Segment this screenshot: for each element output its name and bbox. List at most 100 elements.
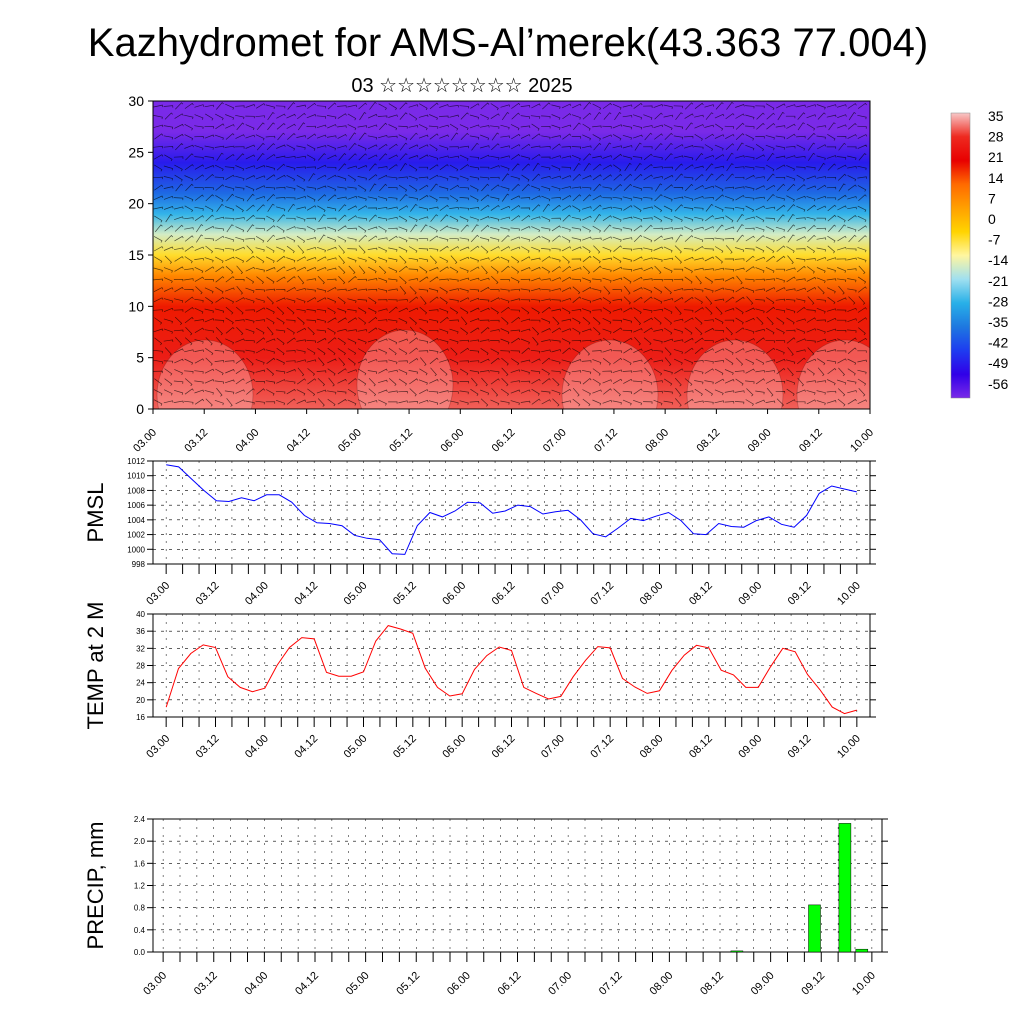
x-tick-label: 09.12 <box>786 733 814 761</box>
panel-frame <box>152 460 871 565</box>
x-tick-label: 03.00 <box>131 427 159 455</box>
colorbar-label: 28 <box>988 129 1004 145</box>
x-tick-label: 05.00 <box>342 733 370 761</box>
chart-title: Kazhydromet for AMS-Al’merek(43.363 77.0… <box>88 21 928 65</box>
colorbar-label: -42 <box>988 335 1008 351</box>
x-tick-label: 05.12 <box>391 580 419 608</box>
precip-bar <box>730 950 744 953</box>
y-tick-label: 0.0 <box>134 948 146 957</box>
colorbar-label: -14 <box>988 252 1008 268</box>
colorbar-label: -49 <box>988 355 1008 371</box>
colorbar: 35 28 21 14 7 0 -7 -14 -21 -28 -35 -42 -49 -56 <box>950 108 1008 399</box>
y-tick-label: 1010 <box>127 472 145 481</box>
y-axis-label: PRECIP, mm <box>83 822 108 950</box>
x-tick-label: 06.12 <box>490 427 518 455</box>
y-tick-label: 1002 <box>127 531 145 540</box>
x-tick-label: 05.12 <box>394 970 422 998</box>
chart-subtitle: 03 ☆☆☆☆☆☆☆☆ 2025 <box>351 75 572 97</box>
series-line <box>166 464 857 555</box>
x-tick-label: 03.00 <box>144 733 172 761</box>
x-tick-label: 06.12 <box>490 580 518 608</box>
x-tick-label: 05.12 <box>391 733 419 761</box>
x-tick-label: 07.00 <box>539 733 567 761</box>
y-tick-label: 0 <box>136 401 144 417</box>
y-axis-label: PMSL <box>83 483 108 543</box>
x-tick-label: 09.00 <box>736 733 764 761</box>
x-tick-label: 08.12 <box>687 580 715 608</box>
colorbar-label: -21 <box>988 273 1008 289</box>
x-tick-label: 10.00 <box>835 733 863 761</box>
x-tick-label: 04.00 <box>243 733 271 761</box>
x-tick-label: 06.00 <box>440 733 468 761</box>
colorbar-label: -56 <box>988 376 1008 392</box>
y-axis-label: TEMP at 2 M <box>83 602 108 730</box>
x-tick-label: 03.12 <box>192 970 220 998</box>
y-tick-label: 20 <box>136 696 145 705</box>
x-tick-label: 03.00 <box>141 970 169 998</box>
x-tick-label: 09.00 <box>749 970 777 998</box>
panel-pmsl: 998 1000 1002 1004 1006 1008 1010 1012 03.00 03.1… <box>83 457 876 608</box>
x-tick-label: 08.00 <box>648 970 676 998</box>
panel-precip-mm: 0.0 0.4 0.8 1.2 1.6 2.0 2.4 03.00 03.12 04.00 04.1… <box>83 815 888 998</box>
x-tick-label: 06.00 <box>438 427 466 455</box>
x-tick-label: 07.00 <box>541 427 569 455</box>
x-tick-label: 09.00 <box>736 580 764 608</box>
x-tick-label: 10.00 <box>835 580 863 608</box>
wind-barbs <box>153 101 868 407</box>
x-tick-label: 09.12 <box>786 580 814 608</box>
y-tick-label: 1000 <box>127 545 145 554</box>
y-tick-label: 0.4 <box>134 926 146 935</box>
x-tick-label: 06.00 <box>445 970 473 998</box>
cross-section-field <box>153 101 870 409</box>
series-line <box>165 625 857 715</box>
y-tick-label: 24 <box>136 679 145 688</box>
x-tick-label: 03.12 <box>194 733 222 761</box>
x-tick-label: 07.12 <box>588 580 616 608</box>
y-tick-label: 2.4 <box>134 815 146 824</box>
x-tick-label: 03.12 <box>194 580 222 608</box>
x-tick-label: 04.00 <box>243 970 271 998</box>
y-tick-label: 1.2 <box>134 882 146 891</box>
y-tick-label: 25 <box>128 144 144 160</box>
precip-bar <box>808 904 821 953</box>
x-tick-label: 05.12 <box>387 427 415 455</box>
y-tick-label: 20 <box>128 196 144 212</box>
colorbar-label: 0 <box>988 211 996 227</box>
x-tick-label: 07.12 <box>592 427 620 455</box>
y-tick-label: 5 <box>136 350 144 366</box>
y-tick-label: 28 <box>136 662 145 671</box>
y-tick-label: 15 <box>128 247 144 263</box>
y-tick-label: 1006 <box>127 501 145 510</box>
colorbar-label: 35 <box>988 108 1004 124</box>
x-tick-label: 09.00 <box>746 427 774 455</box>
x-tick-label: 06.12 <box>496 970 524 998</box>
y-tick-label: 998 <box>132 560 146 569</box>
y-tick-label: 1008 <box>127 486 145 495</box>
x-tick-label: 08.12 <box>695 427 723 455</box>
x-tick-label: 07.12 <box>597 970 625 998</box>
x-tick-label: 04.00 <box>234 427 262 455</box>
x-tick-label: 07.00 <box>546 970 574 998</box>
y-tick-label: 40 <box>136 610 145 619</box>
y-tick-label: 16 <box>136 713 145 722</box>
y-tick-label: 36 <box>136 627 145 636</box>
x-tick-label: 06.12 <box>490 733 518 761</box>
x-tick-label: 08.12 <box>687 733 715 761</box>
x-tick-label: 07.00 <box>539 580 567 608</box>
colorbar-label: 14 <box>988 170 1004 186</box>
y-tick-label: 2.0 <box>134 837 146 846</box>
x-tick-label: 09.12 <box>797 427 825 455</box>
y-tick-label: 0.8 <box>134 904 146 913</box>
colorbar-label: 7 <box>988 190 996 206</box>
colorbar-label: -35 <box>988 314 1008 330</box>
precip-bar <box>855 948 869 953</box>
x-tick-label: 04.12 <box>293 970 321 998</box>
x-tick-label: 08.00 <box>638 580 666 608</box>
cross-section-panel: 0 5 10 15 20 25 30 03.00 03.12 04.00 04.12 05.00 05.… <box>128 93 876 455</box>
colorbar-label: -28 <box>988 293 1008 309</box>
x-tick-label: 06.00 <box>440 580 468 608</box>
x-tick-label: 07.12 <box>588 733 616 761</box>
x-tick-label: 08.12 <box>698 970 726 998</box>
colorbar-label: -7 <box>988 232 1001 248</box>
